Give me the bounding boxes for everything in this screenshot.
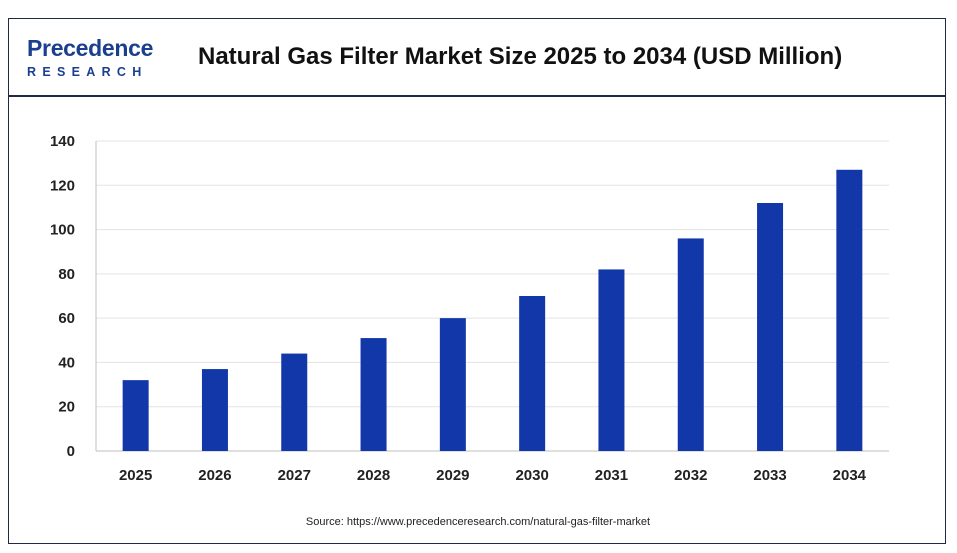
x-tick-label: 2028 (357, 467, 390, 484)
bar-2029 (439, 318, 466, 451)
x-tick-label: 2027 (278, 467, 311, 484)
y-tick-label: 120 (50, 177, 75, 194)
x-tick-label: 2029 (436, 467, 469, 484)
x-tick-label: 2034 (833, 467, 867, 484)
bar-2027 (281, 353, 308, 451)
source-note: Source: https://www.precedenceresearch.c… (305, 516, 651, 528)
x-tick-label: 2026 (198, 467, 231, 484)
x-tick-label: 2032 (674, 467, 707, 484)
chart-title: Natural Gas Filter Market Size 2025 to 2… (198, 43, 843, 70)
bar-2030 (519, 296, 546, 451)
x-tick-label: 2030 (515, 467, 548, 484)
y-tick-labels: 0 20 40 60 80 100 120 140 (50, 133, 75, 460)
bar-2026 (201, 369, 228, 451)
axes (95, 141, 889, 452)
bar-2033 (757, 203, 784, 451)
y-tick-label: 40 (58, 354, 75, 371)
gridlines (96, 140, 889, 408)
header: Precedence RESEARCH Natural Gas Filter M… (9, 19, 945, 97)
bar-2032 (677, 238, 704, 451)
x-tick-label: 2025 (119, 467, 152, 484)
x-tick-label: 2033 (753, 467, 786, 484)
x-tick-labels: 2025 2026 2027 2028 2029 2030 2031 2032 2033 2034 (119, 467, 867, 484)
y-tick-label: 60 (58, 310, 75, 327)
y-tick-label: 20 (58, 399, 75, 416)
y-tick-label: 0 (67, 443, 75, 460)
y-tick-label: 100 (50, 222, 75, 239)
chart-frame: Precedence RESEARCH Natural Gas Filter M… (8, 18, 946, 544)
bar-2025 (122, 380, 149, 451)
bar-2031 (598, 269, 625, 451)
bar-2028 (360, 338, 387, 451)
x-tick-label: 2031 (595, 467, 628, 484)
bars (122, 169, 863, 452)
logo-subtitle: RESEARCH (27, 65, 148, 79)
company-logo: Precedence RESEARCH (27, 35, 167, 83)
bar-2034 (836, 169, 863, 452)
y-tick-label: 140 (50, 133, 75, 150)
logo-wordmark: Precedence (27, 35, 154, 61)
y-tick-label: 80 (58, 266, 75, 283)
